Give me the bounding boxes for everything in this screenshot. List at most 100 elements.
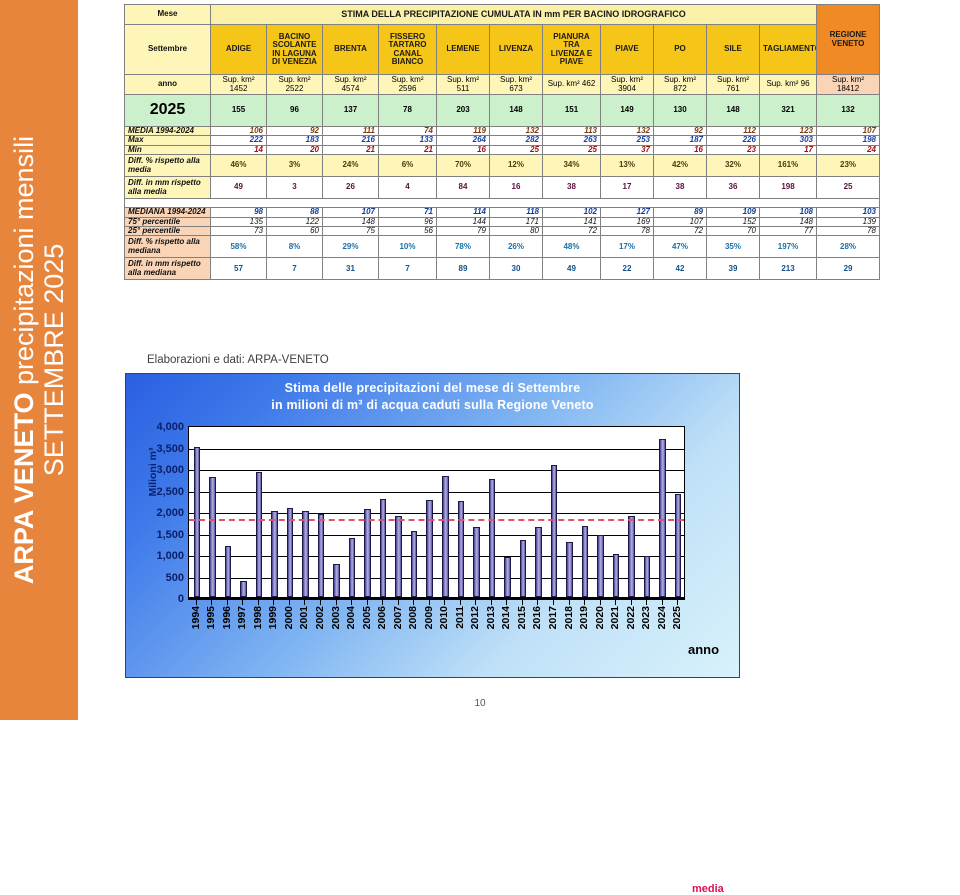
table-cell: 149: [600, 94, 654, 127]
chart-x-tick-mark: [677, 599, 679, 605]
chart-y-tick-label: 2,500: [156, 485, 184, 498]
table-cell-regione: 107: [816, 125, 881, 137]
chart-x-tick-mark: [615, 599, 617, 605]
table-header-row-3: anno Sup. km² 1452 Sup. km² 2522 Sup. km² 4…: [124, 74, 881, 95]
table-cell: 77: [758, 225, 818, 237]
row-label: Diff. % rispetto alla media: [124, 154, 211, 178]
table-cell: 152: [706, 216, 760, 227]
chart-bar: [535, 526, 542, 597]
chart-bar: [488, 478, 496, 597]
header-basin-7: PIAVE: [600, 24, 654, 75]
table-cell: 107: [653, 216, 707, 227]
table-cell: 7: [378, 257, 437, 281]
sidebar-brand: ARPA VENETO: [8, 392, 39, 585]
header-basin-0: ADIGE: [210, 24, 267, 75]
header-regione-veneto: REGIONE VENETO: [816, 4, 881, 75]
table-cell: 35%: [706, 235, 760, 259]
chart-bar: [348, 538, 356, 597]
table-cell: 88: [266, 207, 323, 218]
header-basin-10: TAGLIAMENTO: [758, 24, 818, 75]
chart-x-tick-label: 2005: [360, 606, 373, 630]
chart-bar: [597, 535, 604, 597]
table-cell: 96: [378, 216, 437, 227]
chart-x-tick-label: 2018: [562, 606, 575, 630]
table-cell: 222: [210, 135, 267, 146]
table-cell: 122: [266, 216, 323, 227]
table-row: MEDIA 1994-2024 106 92 111 74 119 132 113 132 92 1…: [124, 125, 881, 137]
chart-x-tick-label: 2009: [422, 606, 435, 630]
chart-x-tick-label: 2007: [391, 606, 404, 630]
table-cell: 38: [653, 176, 707, 200]
chart-x-tick-label: 2000: [282, 606, 295, 630]
chart-y-tick-label: 1,000: [156, 550, 184, 562]
table-cell: 144: [436, 216, 490, 227]
chart-bar: [504, 556, 511, 597]
table-cell: 226: [706, 135, 760, 146]
chart-bar: [442, 476, 449, 597]
header-basin-3: FISSERO TARTARO CANAL BIANCO: [378, 24, 437, 75]
table-cell: 49: [542, 257, 601, 281]
table-cell: 92: [266, 125, 323, 137]
table-cell: 75: [322, 225, 379, 237]
table-cell: 282: [489, 135, 543, 146]
table-cell: 148: [706, 94, 760, 127]
table-cell: 155: [210, 94, 267, 127]
header-basin-8: PO: [653, 24, 707, 75]
table-cell: 42: [653, 257, 707, 281]
row-label: 2025: [124, 94, 211, 127]
table-cell: 8%: [266, 235, 323, 259]
table-cell: 25: [542, 144, 601, 156]
table-cell: 169: [600, 216, 654, 227]
table-cell: 17: [758, 144, 818, 156]
table-cell: 22: [600, 257, 654, 281]
chart-gridline: [189, 577, 684, 579]
chart-gridline: [189, 513, 684, 514]
chart-x-tick-mark: [366, 599, 368, 605]
table-cell: 89: [653, 207, 707, 218]
table-cell: 6%: [378, 154, 437, 178]
chart-x-tick-label: 2013: [484, 606, 497, 630]
table-cell: 42%: [653, 154, 707, 178]
table-cell: 38: [542, 176, 601, 200]
chart-bar: [379, 499, 387, 597]
chart-x-tick-label: 2022: [624, 606, 637, 630]
chart-x-tick-mark: [226, 599, 228, 605]
table-cell: 183: [266, 135, 323, 146]
chart-x-tick-label: 1994: [189, 606, 202, 630]
table-cell: 72: [542, 225, 601, 237]
table-cell: 78%: [436, 235, 490, 259]
page-number: 10: [474, 698, 486, 709]
table-row: 2025 155 96 137 78 203 148 151 149 130 148 321 132: [124, 94, 881, 127]
sidebar: ARPA VENETO precipitazioni mensili SETTE…: [0, 0, 78, 720]
chart-x-tick-label: 2023: [640, 606, 653, 630]
table-cell-regione: 78: [816, 225, 881, 237]
row-label: Max: [124, 135, 211, 146]
chart-x-tick-mark: [288, 599, 290, 605]
chart-bar: [224, 546, 232, 597]
header-area-5: Sup. km² 673: [489, 74, 543, 95]
table-cell: 148: [489, 94, 543, 127]
chart-x-tick-mark: [335, 599, 337, 605]
header-basin-1: BACINO SCOLANTE IN LAGUNA DI VENEZIA: [266, 24, 323, 75]
table-cell: 171: [489, 216, 543, 227]
table-row: MEDIANA 1994-2024 98 88 107 71 114 118 102 127 89…: [124, 207, 881, 218]
table-cell: 60: [266, 225, 323, 237]
chart-bar: [643, 556, 651, 597]
table-cell: 141: [542, 216, 601, 227]
chart-x-tick-mark: [475, 599, 477, 605]
table-cell: 119: [436, 125, 490, 137]
table-cell: 58%: [210, 235, 267, 259]
chart-x-tick-mark: [661, 599, 663, 605]
table-cell: 21: [322, 144, 379, 156]
table-cell-regione: 25: [816, 176, 881, 200]
table-cell: 14: [210, 144, 267, 156]
chart-bar: [317, 514, 325, 597]
table-cell: 133: [378, 135, 437, 146]
chart-title-line2: in milioni di m³ di acqua caduti sulla R…: [271, 397, 594, 412]
header-anno: anno: [124, 74, 211, 95]
header-area-7: Sup. km² 3904: [600, 74, 654, 95]
table-spacer-row: [123, 198, 881, 209]
sidebar-subtitle: precipitazioni mensili: [8, 135, 39, 386]
header-area-0: Sup. km² 1452: [210, 74, 267, 95]
table-row: Min 14 20 21 21 16 25 25 37 16 23 17 24: [124, 144, 881, 156]
